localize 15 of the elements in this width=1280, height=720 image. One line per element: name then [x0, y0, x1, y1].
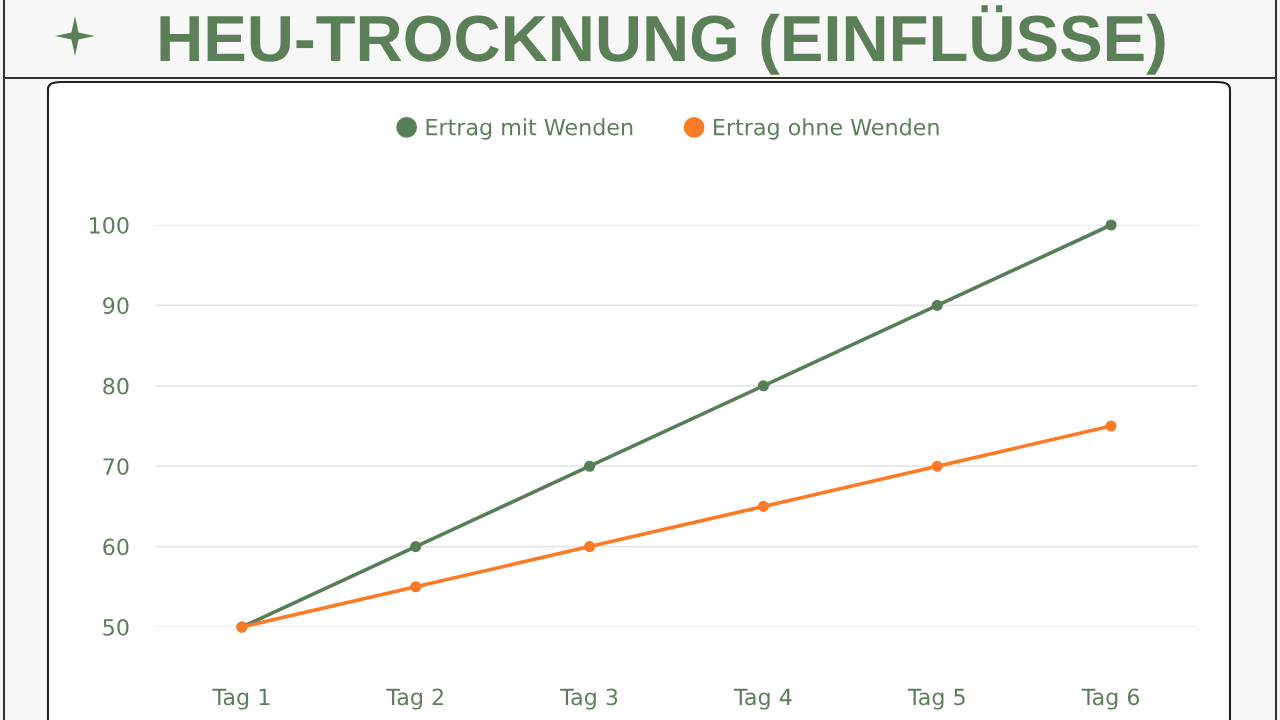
- y-tick-label: 50: [103, 618, 129, 636]
- x-tick-label: Tag 3: [560, 688, 618, 710]
- legend-label: Ertrag ohne Wenden: [714, 118, 939, 140]
- legend-label: Ertrag mit Wenden: [426, 118, 633, 140]
- y-tick-label: 80: [103, 377, 129, 395]
- x-tick-label: Tag 2: [386, 688, 443, 710]
- x-tick-label: Tag 4: [733, 688, 792, 710]
- y-tick-label: 60: [103, 538, 129, 556]
- y-tick-label: 90: [103, 297, 129, 315]
- x-tick-label: Tag 1: [212, 688, 270, 710]
- y-tick-label: 70: [103, 458, 129, 475]
- chart-title: HEU-TROCKNUNG (EINFLÜSSE): [160, 5, 1165, 75]
- x-tick-label: Tag 6: [1081, 688, 1140, 710]
- x-tick-label: Tag 5: [907, 688, 965, 710]
- y-tick-label: 100: [90, 216, 129, 234]
